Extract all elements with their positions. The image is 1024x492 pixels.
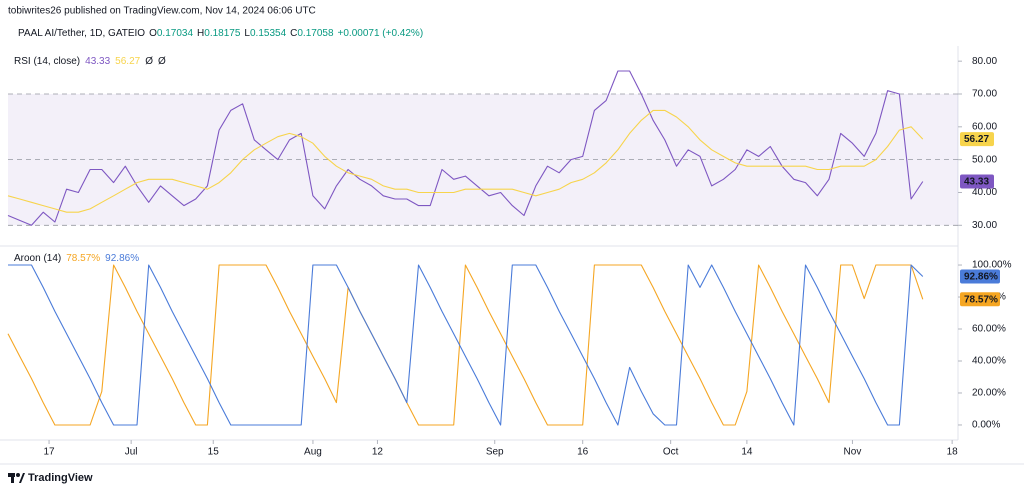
y-tick-label: 100.00%	[972, 260, 1012, 271]
last-value-label: 43.33	[964, 177, 989, 188]
indicator-title: Aroon (14)	[14, 253, 61, 264]
legend-value: 56.27	[115, 56, 140, 67]
y-tick-label: 0.00%	[972, 420, 1000, 431]
ohlc-label: O	[149, 28, 157, 39]
last-value-box	[960, 174, 994, 189]
y-tick-label: 50.00	[972, 154, 997, 165]
last-value-box	[960, 292, 1000, 307]
ohlc-value: 0.17058	[297, 28, 334, 39]
ohlc-label: L	[244, 28, 250, 39]
ohlc-value: 0.18175	[204, 28, 241, 39]
status-icon: Ø	[145, 56, 153, 67]
symbol-name: PAAL AI/Tether, 1D, GATEIO	[18, 28, 145, 39]
y-tick-label: 20.00%	[972, 388, 1006, 399]
x-tick-label: 12	[372, 447, 384, 458]
ohlc-label: C	[290, 28, 297, 39]
y-tick-label: 30.00	[972, 220, 997, 231]
ohlc-value: 0.17034	[157, 28, 194, 39]
last-value-label: 92.86%	[964, 272, 998, 283]
legend-value: 78.57%	[66, 253, 100, 264]
x-tick-label: Aug	[304, 447, 322, 458]
indicator-legend: RSI (14, close) 43.33 56.27 Ø Ø	[14, 56, 166, 67]
y-tick-label: 40.00%	[972, 356, 1006, 367]
x-tick-label: 16	[577, 447, 589, 458]
tradingview-logo	[8, 473, 25, 483]
x-tick-label: Oct	[663, 447, 679, 458]
x-tick-label: 17	[43, 447, 55, 458]
x-tick-label: Sep	[486, 447, 504, 458]
series-line	[8, 264, 924, 426]
last-value-label: 56.27	[964, 134, 989, 145]
ohlc-label: H	[197, 28, 204, 39]
last-value-box	[960, 269, 1000, 284]
legend-value: 92.86%	[105, 253, 139, 264]
indicator-legend: Aroon (14) 78.57% 92.86%	[14, 253, 139, 264]
x-tick-label: 18	[947, 447, 959, 458]
change-value: +0.00071 (+0.42%)	[338, 28, 424, 39]
y-tick-label: 60.00%	[972, 324, 1006, 335]
x-tick-label: 15	[208, 447, 220, 458]
last-value-label: 78.57%	[964, 294, 998, 305]
series-line	[7, 70, 924, 226]
x-tick-label: Jul	[125, 447, 138, 458]
x-tick-label: Nov	[844, 447, 862, 458]
y-tick-label: 60.00	[972, 121, 997, 132]
published-line: tobiwrites26 published on TradingView.co…	[8, 6, 316, 17]
y-tick-label: 70.00	[972, 89, 997, 100]
indicator-title: RSI (14, close)	[14, 56, 80, 67]
symbol-line: PAAL AI/Tether, 1D, GATEIO O0.17034 H0.181…	[18, 28, 423, 39]
symbol-text: PAAL AI/Tether, 1D, GATEIO O0.17034 H0.181…	[18, 28, 423, 39]
ohlc-value: 0.15354	[250, 28, 287, 39]
y-tick-label: 80.00	[972, 56, 997, 67]
status-icon: Ø	[158, 56, 166, 67]
rsi-band	[8, 93, 958, 226]
series-line	[7, 109, 924, 213]
series-line	[7, 264, 924, 426]
last-value-box	[960, 132, 994, 147]
footer-brand: TradingView	[28, 472, 93, 484]
legend-value: 43.33	[85, 56, 110, 67]
x-tick-label: 14	[741, 447, 753, 458]
y-tick-label: 40.00	[972, 187, 997, 198]
